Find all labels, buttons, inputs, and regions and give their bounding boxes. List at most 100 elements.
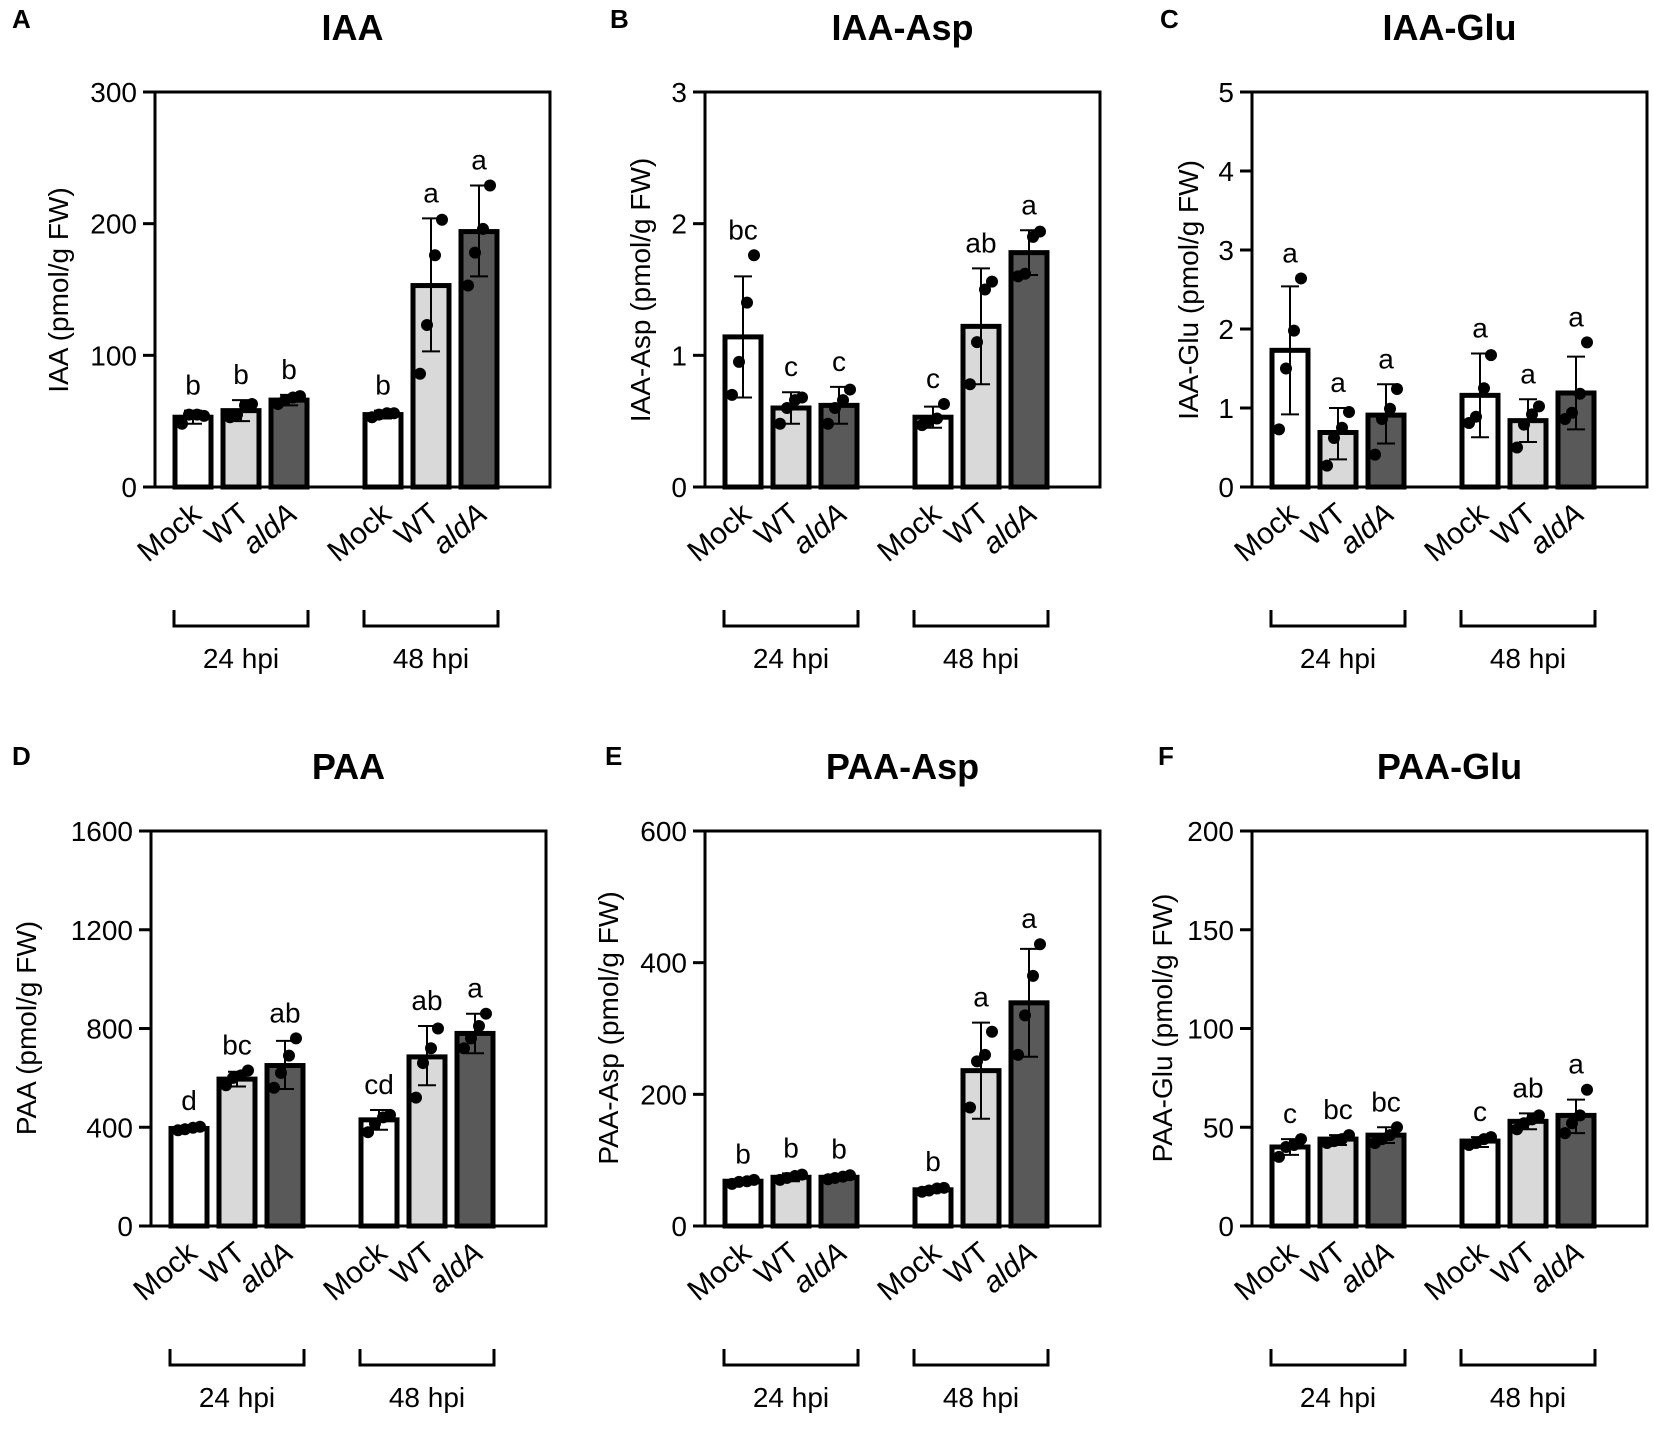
panel-letter: A (12, 4, 31, 34)
x-tick-label: Mock (1228, 1235, 1305, 1307)
significance-letter: c (926, 363, 940, 394)
y-tick-label: 0 (121, 472, 137, 503)
y-tick-label: 4 (1218, 156, 1234, 187)
data-point (1027, 969, 1039, 982)
significance-letter: ab (1512, 1072, 1543, 1103)
group-label: 48 hpi (389, 1382, 465, 1413)
chart-title: IAA (322, 7, 384, 48)
x-tick-label: Mock (681, 1235, 758, 1307)
data-point (384, 1108, 396, 1121)
bar (216, 1076, 258, 1229)
data-point (1533, 1109, 1545, 1122)
data-point (1485, 1131, 1497, 1144)
data-point (1511, 441, 1523, 454)
y-tick-label: 1 (671, 340, 687, 371)
y-tick-label: 400 (640, 948, 687, 979)
data-point (1280, 362, 1292, 375)
y-tick-label: 0 (1218, 1211, 1234, 1242)
x-tick-label: aldA (976, 497, 1043, 561)
data-point (741, 296, 753, 309)
data-point (964, 378, 976, 391)
y-tick-label: 300 (90, 77, 137, 108)
data-point (781, 402, 793, 414)
bar (268, 397, 310, 490)
data-point (480, 1007, 492, 1020)
data-point (429, 249, 441, 262)
y-tick-label: 2 (671, 209, 687, 240)
y-tick-label: 400 (86, 1112, 133, 1143)
y-tick-label: 200 (640, 1079, 687, 1110)
significance-letter: a (973, 982, 989, 1013)
x-tick-label: aldA (1333, 1236, 1400, 1300)
significance-letter: a (1520, 358, 1536, 389)
x-tick-label: Mock (127, 1235, 204, 1307)
group-label: 48 hpi (943, 1382, 1019, 1413)
y-tick-label: 50 (1203, 1112, 1234, 1143)
significance-letter: b (233, 359, 249, 390)
plot-frame (1250, 829, 1649, 1228)
panel-e: E PAA-Asp PAA-Asp (pmol/g FW) 0 200 400 600 b Mo… (593, 741, 1102, 1413)
plot-frame (703, 90, 1102, 489)
significance-letter: a (1330, 367, 1346, 398)
group-bracket (912, 1349, 1050, 1367)
y-tick-label: 150 (1187, 915, 1234, 946)
x-tick-label: Mock (681, 496, 758, 568)
significance-letter: a (1282, 237, 1298, 268)
data-point (473, 1020, 485, 1033)
y-axis-label: PAA-Glu (pmol/g FW) (1147, 894, 1178, 1163)
data-point (986, 275, 998, 288)
panel-letter: C (1160, 4, 1179, 34)
significance-letter: bc (1371, 1086, 1401, 1117)
bar (362, 412, 404, 490)
data-point (231, 408, 243, 421)
significance-letter: b (185, 370, 201, 401)
significance-letter: cd (364, 1069, 394, 1100)
significance-letter: a (423, 177, 439, 208)
data-point (1391, 1121, 1403, 1134)
data-point (1321, 459, 1333, 472)
data-point (971, 336, 983, 349)
data-point (733, 355, 745, 368)
data-point (1343, 405, 1355, 418)
data-point (844, 383, 856, 396)
data-point (246, 398, 258, 411)
data-point (971, 1055, 983, 1068)
group-bracket (1269, 610, 1407, 628)
x-tick-label: aldA (1523, 497, 1590, 561)
data-point (1019, 1009, 1031, 1022)
significance-letter: bc (222, 1029, 252, 1060)
data-point (436, 213, 448, 226)
y-tick-label: 600 (640, 816, 687, 847)
data-point (774, 417, 786, 430)
significance-letter: b (375, 370, 391, 401)
x-tick-label: Mock (871, 496, 948, 568)
group-label: 24 hpi (753, 1382, 829, 1413)
data-point (417, 1057, 429, 1070)
plot-frame (149, 829, 548, 1228)
bar (1008, 250, 1050, 490)
x-tick-label: Mock (871, 1235, 948, 1307)
data-point (1273, 1150, 1285, 1163)
data-point (484, 179, 496, 192)
data-point (1581, 1083, 1593, 1096)
data-point (283, 1049, 295, 1062)
x-tick-label: aldA (976, 1236, 1043, 1300)
significance-letter: a (1021, 903, 1037, 934)
y-axis-label: IAA-Glu (pmol/g FW) (1173, 160, 1204, 420)
panel-letter: E (605, 741, 622, 771)
data-point (414, 367, 426, 380)
data-point (837, 394, 849, 407)
data-point (796, 391, 808, 404)
chart-title: PAA (312, 746, 385, 787)
data-point (979, 283, 991, 296)
group-bracket (172, 610, 310, 628)
significance-letter: a (1021, 189, 1037, 220)
data-point (462, 279, 474, 292)
y-tick-label: 3 (1218, 235, 1234, 266)
data-point (844, 1169, 856, 1182)
bar (168, 1125, 210, 1229)
significance-letter: d (181, 1085, 197, 1116)
y-axis-label: IAA (pmol/g FW) (43, 187, 74, 392)
